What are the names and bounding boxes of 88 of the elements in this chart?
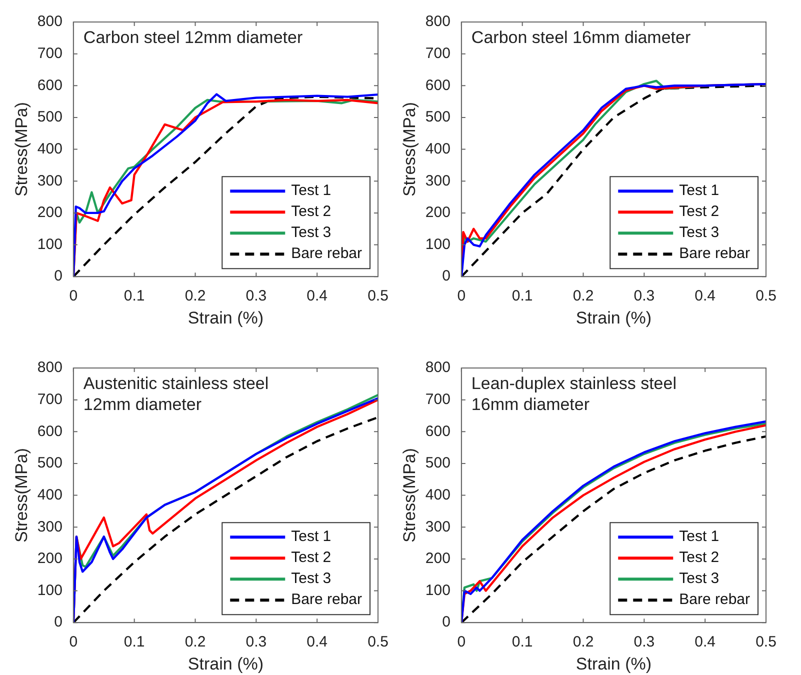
x-tick-label: 0 <box>69 634 78 651</box>
legend-label: Test 2 <box>679 549 720 566</box>
legend-label: Test 2 <box>291 549 332 566</box>
x-axis-title: Strain (%) <box>188 654 264 674</box>
y-tick-label: 700 <box>425 44 450 62</box>
chart-title: Carbon steel 16mm diameter <box>471 28 691 48</box>
x-tick-label: 0 <box>457 288 466 305</box>
y-tick-label: 300 <box>37 172 62 190</box>
x-tick-label: 0.1 <box>512 288 533 305</box>
legend-label: Test 2 <box>291 203 332 220</box>
y-tick-label: 600 <box>37 422 62 440</box>
y-tick-label: 400 <box>37 486 62 504</box>
y-tick-label: 800 <box>425 13 450 30</box>
y-tick-label: 400 <box>425 140 450 158</box>
y-tick-label: 200 <box>37 550 62 568</box>
legend-label: Bare rebar <box>291 591 362 608</box>
x-tick-label: 0.1 <box>512 634 533 651</box>
y-tick-label: 300 <box>425 518 450 536</box>
legend-label: Test 1 <box>679 528 720 546</box>
y-axis-title: Stress(MPa) <box>12 102 31 197</box>
x-tick-label: 0.2 <box>184 288 206 305</box>
y-tick-label: 200 <box>425 550 450 568</box>
legend-label: Test 2 <box>679 203 720 220</box>
y-tick-label: 300 <box>37 518 62 536</box>
x-tick-label: 0.3 <box>634 634 655 651</box>
legend-label: Test 3 <box>679 224 720 242</box>
x-axis-title: Strain (%) <box>576 308 652 328</box>
y-tick-label: 600 <box>425 422 450 440</box>
legend-label: Test 1 <box>291 182 332 200</box>
y-tick-label: 500 <box>37 108 62 126</box>
text: Austenitic stainless steel 12mm diameter <box>83 374 269 414</box>
x-tick-label: 0.3 <box>246 288 267 305</box>
y-tick-label: 500 <box>37 454 62 472</box>
y-tick-label: 600 <box>425 76 450 94</box>
legend-label: Bare rebar <box>679 245 750 262</box>
y-tick-label: 200 <box>425 204 450 222</box>
y-tick-label: 400 <box>37 140 62 158</box>
y-tick-label: 800 <box>37 13 62 30</box>
y-tick-label: 700 <box>425 390 450 408</box>
x-tick-label: 0.3 <box>634 288 655 305</box>
y-tick-label: 0 <box>442 614 450 631</box>
y-tick-label: 700 <box>37 390 62 408</box>
x-tick-label: 0.4 <box>306 288 328 305</box>
y-axis-title: Stress(MPa) <box>400 448 419 543</box>
chart-title: Carbon steel 12mm diameter <box>83 28 303 48</box>
x-tick-label: 0 <box>457 634 466 651</box>
legend-label: Test 3 <box>291 224 332 242</box>
y-tick-label: 500 <box>425 454 450 472</box>
legend-label: Bare rebar <box>291 245 362 262</box>
y-tick-label: 100 <box>37 582 62 599</box>
legend-label: Test 3 <box>679 570 720 588</box>
x-tick-label: 0.2 <box>184 634 206 651</box>
x-tick-label: 0.2 <box>572 634 594 651</box>
y-tick-label: 500 <box>425 108 450 126</box>
x-tick-label: 0.5 <box>368 288 388 305</box>
y-tick-label: 800 <box>425 359 450 376</box>
y-axis-title: Stress(MPa) <box>12 448 31 543</box>
y-tick-label: 200 <box>37 204 62 222</box>
y-tick-label: 100 <box>37 236 62 253</box>
y-tick-label: 0 <box>54 614 62 631</box>
x-tick-label: 0.4 <box>694 288 716 305</box>
legend-label: Test 3 <box>291 570 332 588</box>
x-tick-label: 0.5 <box>756 634 776 651</box>
x-axis-title: Strain (%) <box>576 654 652 674</box>
x-tick-label: 0 <box>69 288 78 305</box>
y-tick-label: 800 <box>37 359 62 376</box>
x-tick-label: 0.1 <box>124 288 145 305</box>
y-tick-label: 0 <box>442 268 450 285</box>
x-tick-label: 0.3 <box>246 634 267 651</box>
y-tick-label: 100 <box>425 236 450 253</box>
y-tick-label: 0 <box>54 268 62 285</box>
legend-label: Test 1 <box>291 528 332 546</box>
x-tick-label: 0.1 <box>124 634 145 651</box>
text: Lean-duplex stainless steel 16mm diameter <box>471 374 677 414</box>
x-tick-label: 0.5 <box>368 634 388 651</box>
y-tick-label: 300 <box>425 172 450 190</box>
legend-label: Bare rebar <box>679 591 750 608</box>
x-tick-label: 0.4 <box>306 634 328 651</box>
legend-label: Test 1 <box>679 182 720 200</box>
x-axis-title: Strain (%) <box>188 308 264 328</box>
x-tick-label: 0.2 <box>572 288 594 305</box>
x-tick-label: 0.5 <box>756 288 776 305</box>
y-tick-label: 100 <box>425 582 450 599</box>
x-tick-label: 0.4 <box>694 634 716 651</box>
y-tick-label: 400 <box>425 486 450 504</box>
y-axis-title: Stress(MPa) <box>400 102 419 197</box>
y-tick-label: 600 <box>37 76 62 94</box>
y-tick-label: 700 <box>37 44 62 62</box>
